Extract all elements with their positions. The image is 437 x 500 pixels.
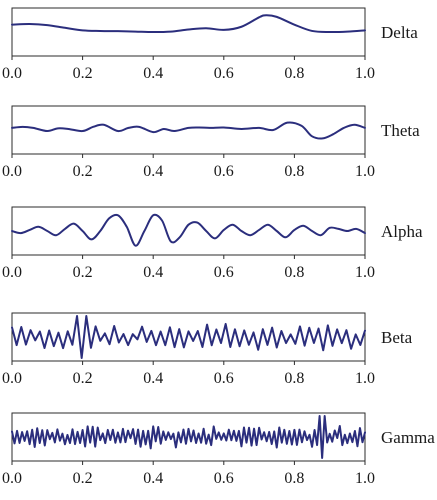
band-label-theta: Theta: [381, 121, 420, 140]
x-tick-label: 0.8: [284, 65, 304, 82]
x-tick-label: 0.8: [284, 264, 304, 281]
x-tick-label: 0.6: [214, 370, 234, 387]
panel-frame: [11, 105, 366, 155]
x-tick-label: 0.6: [214, 65, 234, 82]
panel-frame: [11, 312, 366, 362]
x-tick-label: 0.2: [73, 65, 93, 82]
x-tick-label: 0.8: [284, 370, 304, 387]
x-tick-label: 1.0: [355, 470, 375, 487]
x-tick-label: 0.4: [143, 370, 163, 387]
band-label-gamma: Gamma: [381, 428, 435, 447]
x-tick-label: 0.8: [284, 163, 304, 180]
x-tick-label: 1.0: [355, 163, 375, 180]
x-tick-label: 0.0: [2, 163, 22, 180]
panel-alpha: 0.0 0.2 0.4 0.6 0.8 1.0 Alpha: [2, 206, 423, 281]
trace-delta: [11, 14, 366, 34]
x-tick-label: 0.8: [284, 470, 304, 487]
x-tick-label: 0.4: [143, 264, 163, 281]
panel-delta: 0.0 0.2 0.4 0.6 0.8 1.0 Delta: [2, 7, 418, 82]
x-tick-label: 0.0: [2, 470, 22, 487]
x-tick-label: 0.2: [73, 470, 93, 487]
x-tick-label: 1.0: [355, 264, 375, 281]
trace-beta: [11, 315, 366, 359]
x-tick-label: 0.0: [2, 264, 22, 281]
panel-theta: 0.0 0.2 0.4 0.6 0.8 1.0 Theta: [2, 105, 420, 180]
x-tick-label: 0.2: [73, 163, 93, 180]
x-tick-label: 0.2: [73, 264, 93, 281]
x-tick-label: 0.6: [214, 470, 234, 487]
band-label-delta: Delta: [381, 23, 418, 42]
x-tick-label: 0.6: [214, 264, 234, 281]
x-tick-label: 0.4: [143, 65, 163, 82]
x-tick-label: 1.0: [355, 370, 375, 387]
panel-frame: [11, 412, 366, 462]
x-tick-label: 0.4: [143, 470, 163, 487]
x-tick-label: 0.0: [2, 65, 22, 82]
x-tick-label: 0.4: [143, 163, 163, 180]
x-tick-label: 0.0: [2, 370, 22, 387]
panel-frame: [11, 7, 366, 57]
trace-alpha: [11, 213, 366, 247]
panel-gamma: 0.0 0.2 0.4 0.6 0.8 1.0 Gamma: [2, 412, 435, 487]
band-label-alpha: Alpha: [381, 222, 423, 241]
trace-gamma: [11, 415, 366, 459]
band-label-beta: Beta: [381, 328, 413, 347]
panel-beta: 0.0 0.2 0.4 0.6 0.8 1.0 Beta: [2, 312, 413, 387]
x-tick-label: 0.2: [73, 370, 93, 387]
x-tick-label: 0.6: [214, 163, 234, 180]
trace-theta: [11, 121, 366, 140]
x-tick-label: 1.0: [355, 65, 375, 82]
